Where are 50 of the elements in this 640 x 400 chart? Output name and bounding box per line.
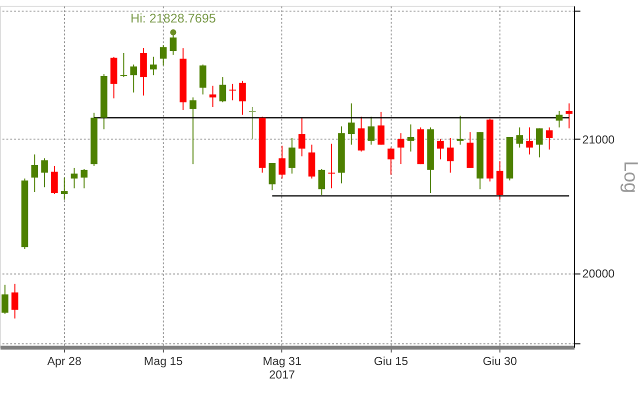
candlestick: [219, 76, 226, 103]
candlestick: [437, 138, 444, 160]
candlestick: [456, 115, 464, 146]
candlestick: [130, 64, 138, 93]
candlestick: [278, 145, 286, 180]
annotation: Hi: 21828.7695: [130, 12, 216, 26]
candlestick: [298, 117, 306, 157]
candlestick: [2, 284, 8, 314]
candlestick: [318, 168, 326, 196]
candlestick: [190, 96, 196, 165]
candlestick: [60, 177, 68, 200]
y-tick-label: 20000: [582, 268, 616, 281]
candlestick: [407, 124, 414, 152]
candlestick: [70, 167, 78, 189]
candlestick: [378, 111, 384, 146]
candlestick: [248, 106, 256, 140]
candlestick: [80, 168, 88, 189]
candlestick: [150, 56, 157, 76]
candlestick: [397, 132, 404, 165]
candlestick: [358, 116, 365, 152]
x-tick-label: Giu 30: [482, 355, 518, 368]
candlestick: [526, 126, 533, 155]
candlestick: [200, 64, 206, 95]
x-tick-label: Mag 15: [144, 355, 183, 368]
candlestick: [41, 158, 48, 188]
candlestick: [268, 162, 276, 191]
candlestick: [239, 80, 246, 116]
y-tick-label: 21000: [582, 133, 616, 146]
candlestick: [288, 138, 296, 174]
candlestick: [348, 102, 355, 146]
candlestick: [51, 165, 58, 194]
candlestick: [546, 126, 553, 150]
candlestick: [31, 154, 38, 192]
candlestick: [209, 85, 216, 108]
candlestick: [328, 143, 335, 189]
candlestick: [160, 44, 167, 66]
candlestick: [388, 147, 394, 176]
candlestick: [516, 126, 524, 148]
candlestick: [229, 83, 236, 101]
x-tick-label: Giu 15: [374, 355, 408, 368]
candlestick: [446, 138, 454, 174]
candlestick: [368, 116, 375, 146]
candlestick: [566, 102, 573, 129]
candlestick: [556, 110, 563, 128]
y-axis-title: Log: [619, 160, 640, 194]
x-tick-label: Mag 31 2017: [262, 355, 302, 382]
x-tick-label: Apr 28: [47, 355, 82, 368]
candlestick: [536, 128, 543, 158]
candlestick: [11, 283, 18, 319]
candlestick: [120, 52, 128, 78]
